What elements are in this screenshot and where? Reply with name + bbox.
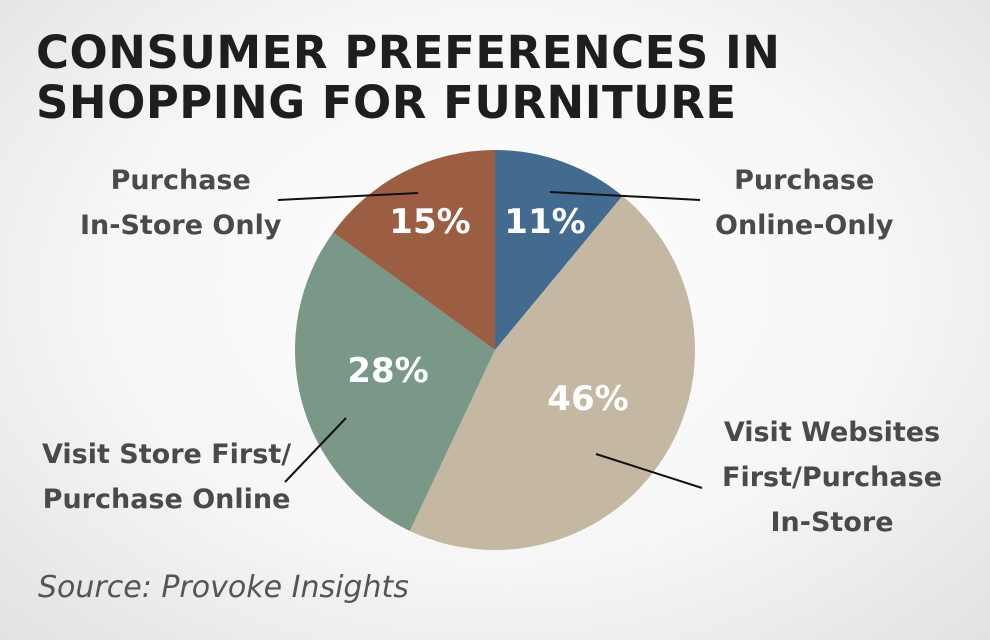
- label-line: First/Purchase: [722, 462, 943, 493]
- chart-title: CONSUMER PREFERENCES IN SHOPPING FOR FUR…: [36, 28, 780, 128]
- pie-slice-websites-first: [409, 195, 695, 550]
- leader-line-store-first: [284, 417, 347, 483]
- label-line: In-Store: [770, 507, 894, 538]
- pie-slice-online-only: [495, 150, 623, 350]
- label-websites-first: Visit Websites First/Purchase In-Store: [722, 410, 942, 545]
- label-online-only: Purchase Online-Only: [715, 158, 893, 248]
- title-line-1: CONSUMER PREFERENCES IN: [36, 26, 781, 79]
- title-line-2: SHOPPING FOR FURNITURE: [36, 76, 737, 129]
- label-line: Purchase Online: [42, 484, 291, 515]
- data-label-websites-first: 46%: [547, 379, 628, 419]
- label-line: Visit Store First/: [42, 439, 292, 470]
- label-store-first: Visit Store First/ Purchase Online: [42, 432, 291, 522]
- source-note: Source: Provoke Insights: [38, 570, 409, 605]
- pie-slice-store-first: [294, 232, 495, 531]
- label-line: Purchase: [734, 165, 875, 196]
- data-label-in-store-only: 15%: [389, 202, 470, 242]
- data-label-online-only: 11%: [504, 202, 585, 242]
- leader-line-websites-first: [595, 453, 703, 489]
- label-line: Purchase: [110, 165, 251, 196]
- pie-slice-in-store-only: [333, 150, 495, 350]
- label-line: Visit Websites: [723, 417, 941, 448]
- label-line: Online-Only: [715, 210, 894, 241]
- leader-line-online-only: [549, 191, 701, 201]
- leader-line-in-store-only: [277, 192, 419, 201]
- data-label-store-first: 28%: [347, 351, 428, 391]
- label-line: In-Store Only: [80, 210, 282, 241]
- label-in-store-only: Purchase In-Store Only: [80, 158, 281, 248]
